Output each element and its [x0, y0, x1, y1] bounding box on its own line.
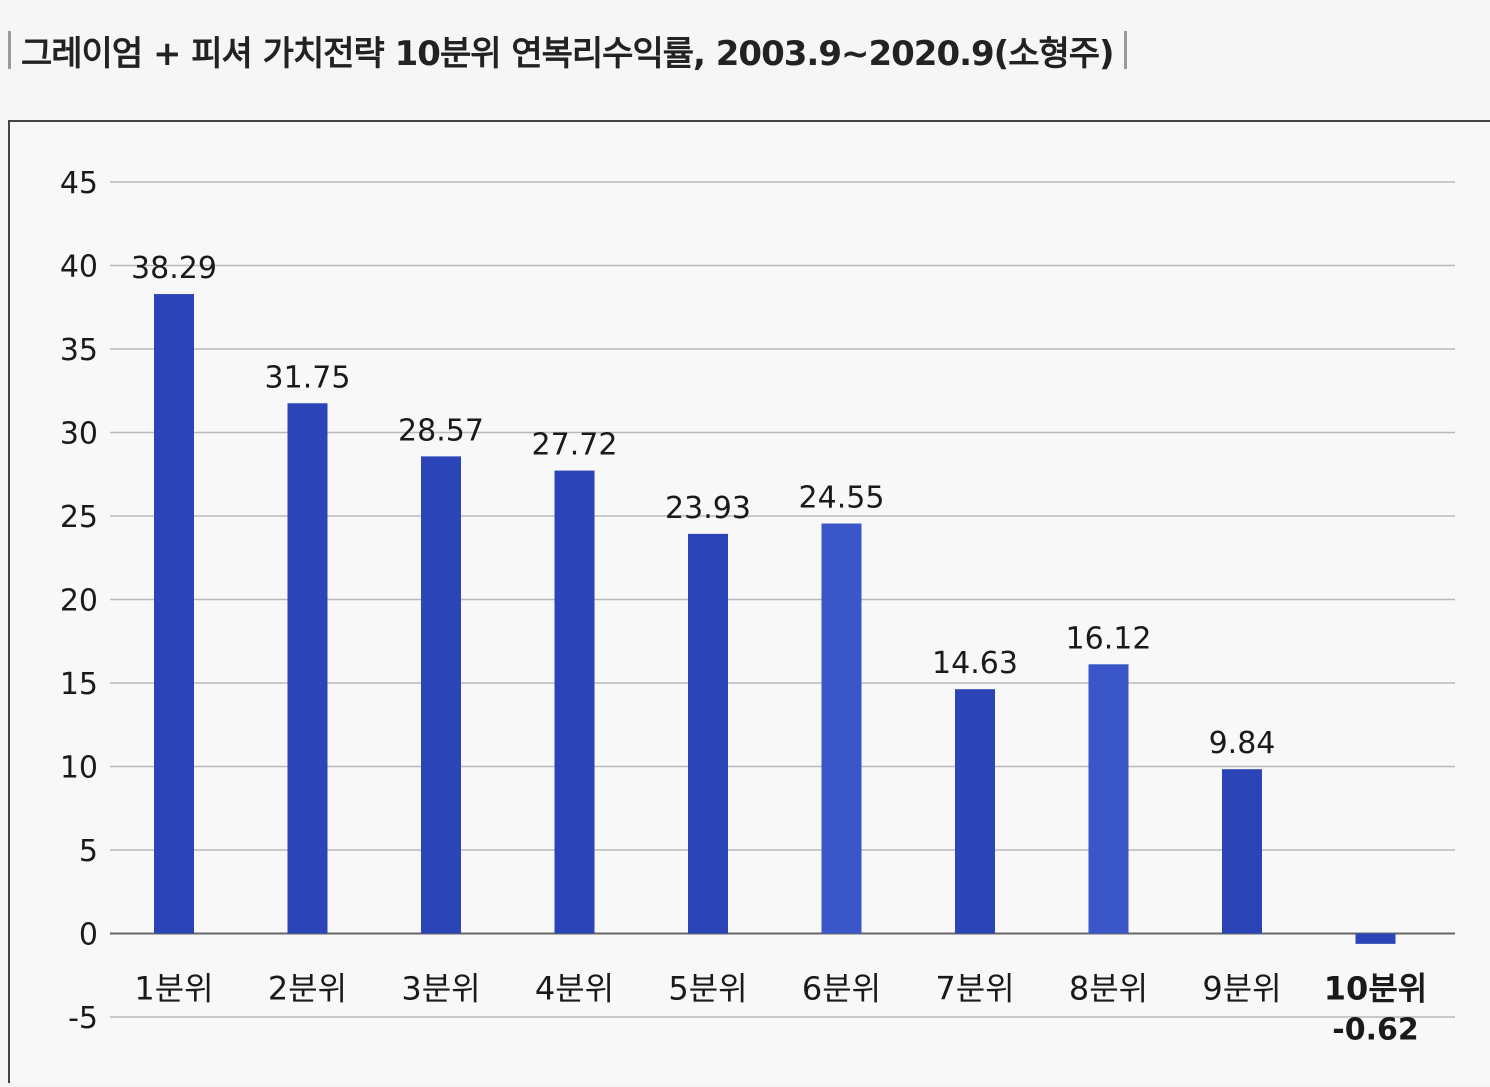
- bar-10: [1355, 933, 1396, 944]
- data-label-4: 27.72: [532, 428, 618, 463]
- bar-7: [955, 689, 995, 934]
- y-tick-label: 25: [60, 500, 98, 535]
- data-label-10: -0.62: [1332, 1013, 1418, 1048]
- data-label-6: 24.55: [799, 481, 885, 516]
- x-axis-ticks: 1분위 2분위 3분위 4분위 5분위 6분위 7분위 8분위 9분위 10분위: [134, 970, 1427, 1008]
- data-label-9: 9.84: [1209, 726, 1276, 761]
- data-label-8: 16.12: [1066, 621, 1152, 656]
- x-tick-label-10: 10분위: [1324, 970, 1427, 1008]
- x-tick-label-8: 8분위: [1069, 970, 1148, 1008]
- x-tick-label-4: 4분위: [535, 970, 614, 1008]
- data-labels: 38.29 31.75 28.57 27.72 23.93 24.55 14.63 16.12…: [131, 251, 1419, 1047]
- bar-5: [688, 533, 728, 934]
- y-tick-label: 30: [60, 417, 98, 452]
- x-tick-label-3: 3분위: [401, 970, 480, 1008]
- y-tick-label: 5: [79, 834, 98, 869]
- x-tick-label-2: 2분위: [268, 970, 347, 1008]
- x-tick-label-1: 1분위: [134, 970, 213, 1008]
- x-tick-label-5: 5분위: [668, 970, 747, 1008]
- data-label-3: 28.57: [398, 413, 484, 448]
- bar-8: [1088, 664, 1129, 934]
- y-tick-label: 20: [60, 584, 98, 619]
- bar-2: [287, 403, 328, 934]
- y-tick-label: 45: [60, 166, 98, 201]
- x-tick-label-7: 7분위: [935, 970, 1014, 1008]
- chart-panel: 45 40 35 30 25 20 15 10 5 0 -5 38.29 31.75 28.57 27.7…: [8, 120, 1490, 1083]
- data-label-7: 14.63: [932, 646, 1018, 681]
- y-axis-ticks: 45 40 35 30 25 20 15 10 5 0 -5: [60, 166, 98, 1036]
- title-right-rule: [1123, 31, 1127, 69]
- title-left-rule: [8, 31, 11, 69]
- y-tick-label: -5: [68, 1001, 98, 1036]
- bar-6: [821, 523, 862, 934]
- bar-3: [421, 456, 461, 934]
- chart-title: 그레이엄 + 피셔 가치전략 10분위 연복리수익률, 2003.9~2020.…: [21, 33, 1115, 74]
- data-label-1: 38.29: [131, 251, 217, 286]
- chart-title-bar: 그레이엄 + 피셔 가치전략 10분위 연복리수익률, 2003.9~2020.…: [8, 28, 1127, 74]
- x-tick-label-6: 6분위: [802, 970, 881, 1008]
- bar-9: [1222, 769, 1262, 934]
- y-tick-label: 40: [60, 250, 98, 285]
- bar-series: [154, 294, 1396, 944]
- y-tick-label: 35: [60, 333, 98, 368]
- y-tick-label: 0: [79, 918, 98, 953]
- bar-chart: 45 40 35 30 25 20 15 10 5 0 -5 38.29 31.75 28.57 27.7…: [60, 166, 1455, 1048]
- data-label-5: 23.93: [665, 491, 751, 526]
- y-tick-label: 15: [60, 667, 98, 702]
- bar-4: [554, 470, 595, 934]
- data-label-2: 31.75: [265, 360, 351, 395]
- y-tick-label: 10: [60, 751, 98, 786]
- bar-1: [154, 294, 194, 934]
- x-tick-label-9: 9분위: [1202, 970, 1281, 1008]
